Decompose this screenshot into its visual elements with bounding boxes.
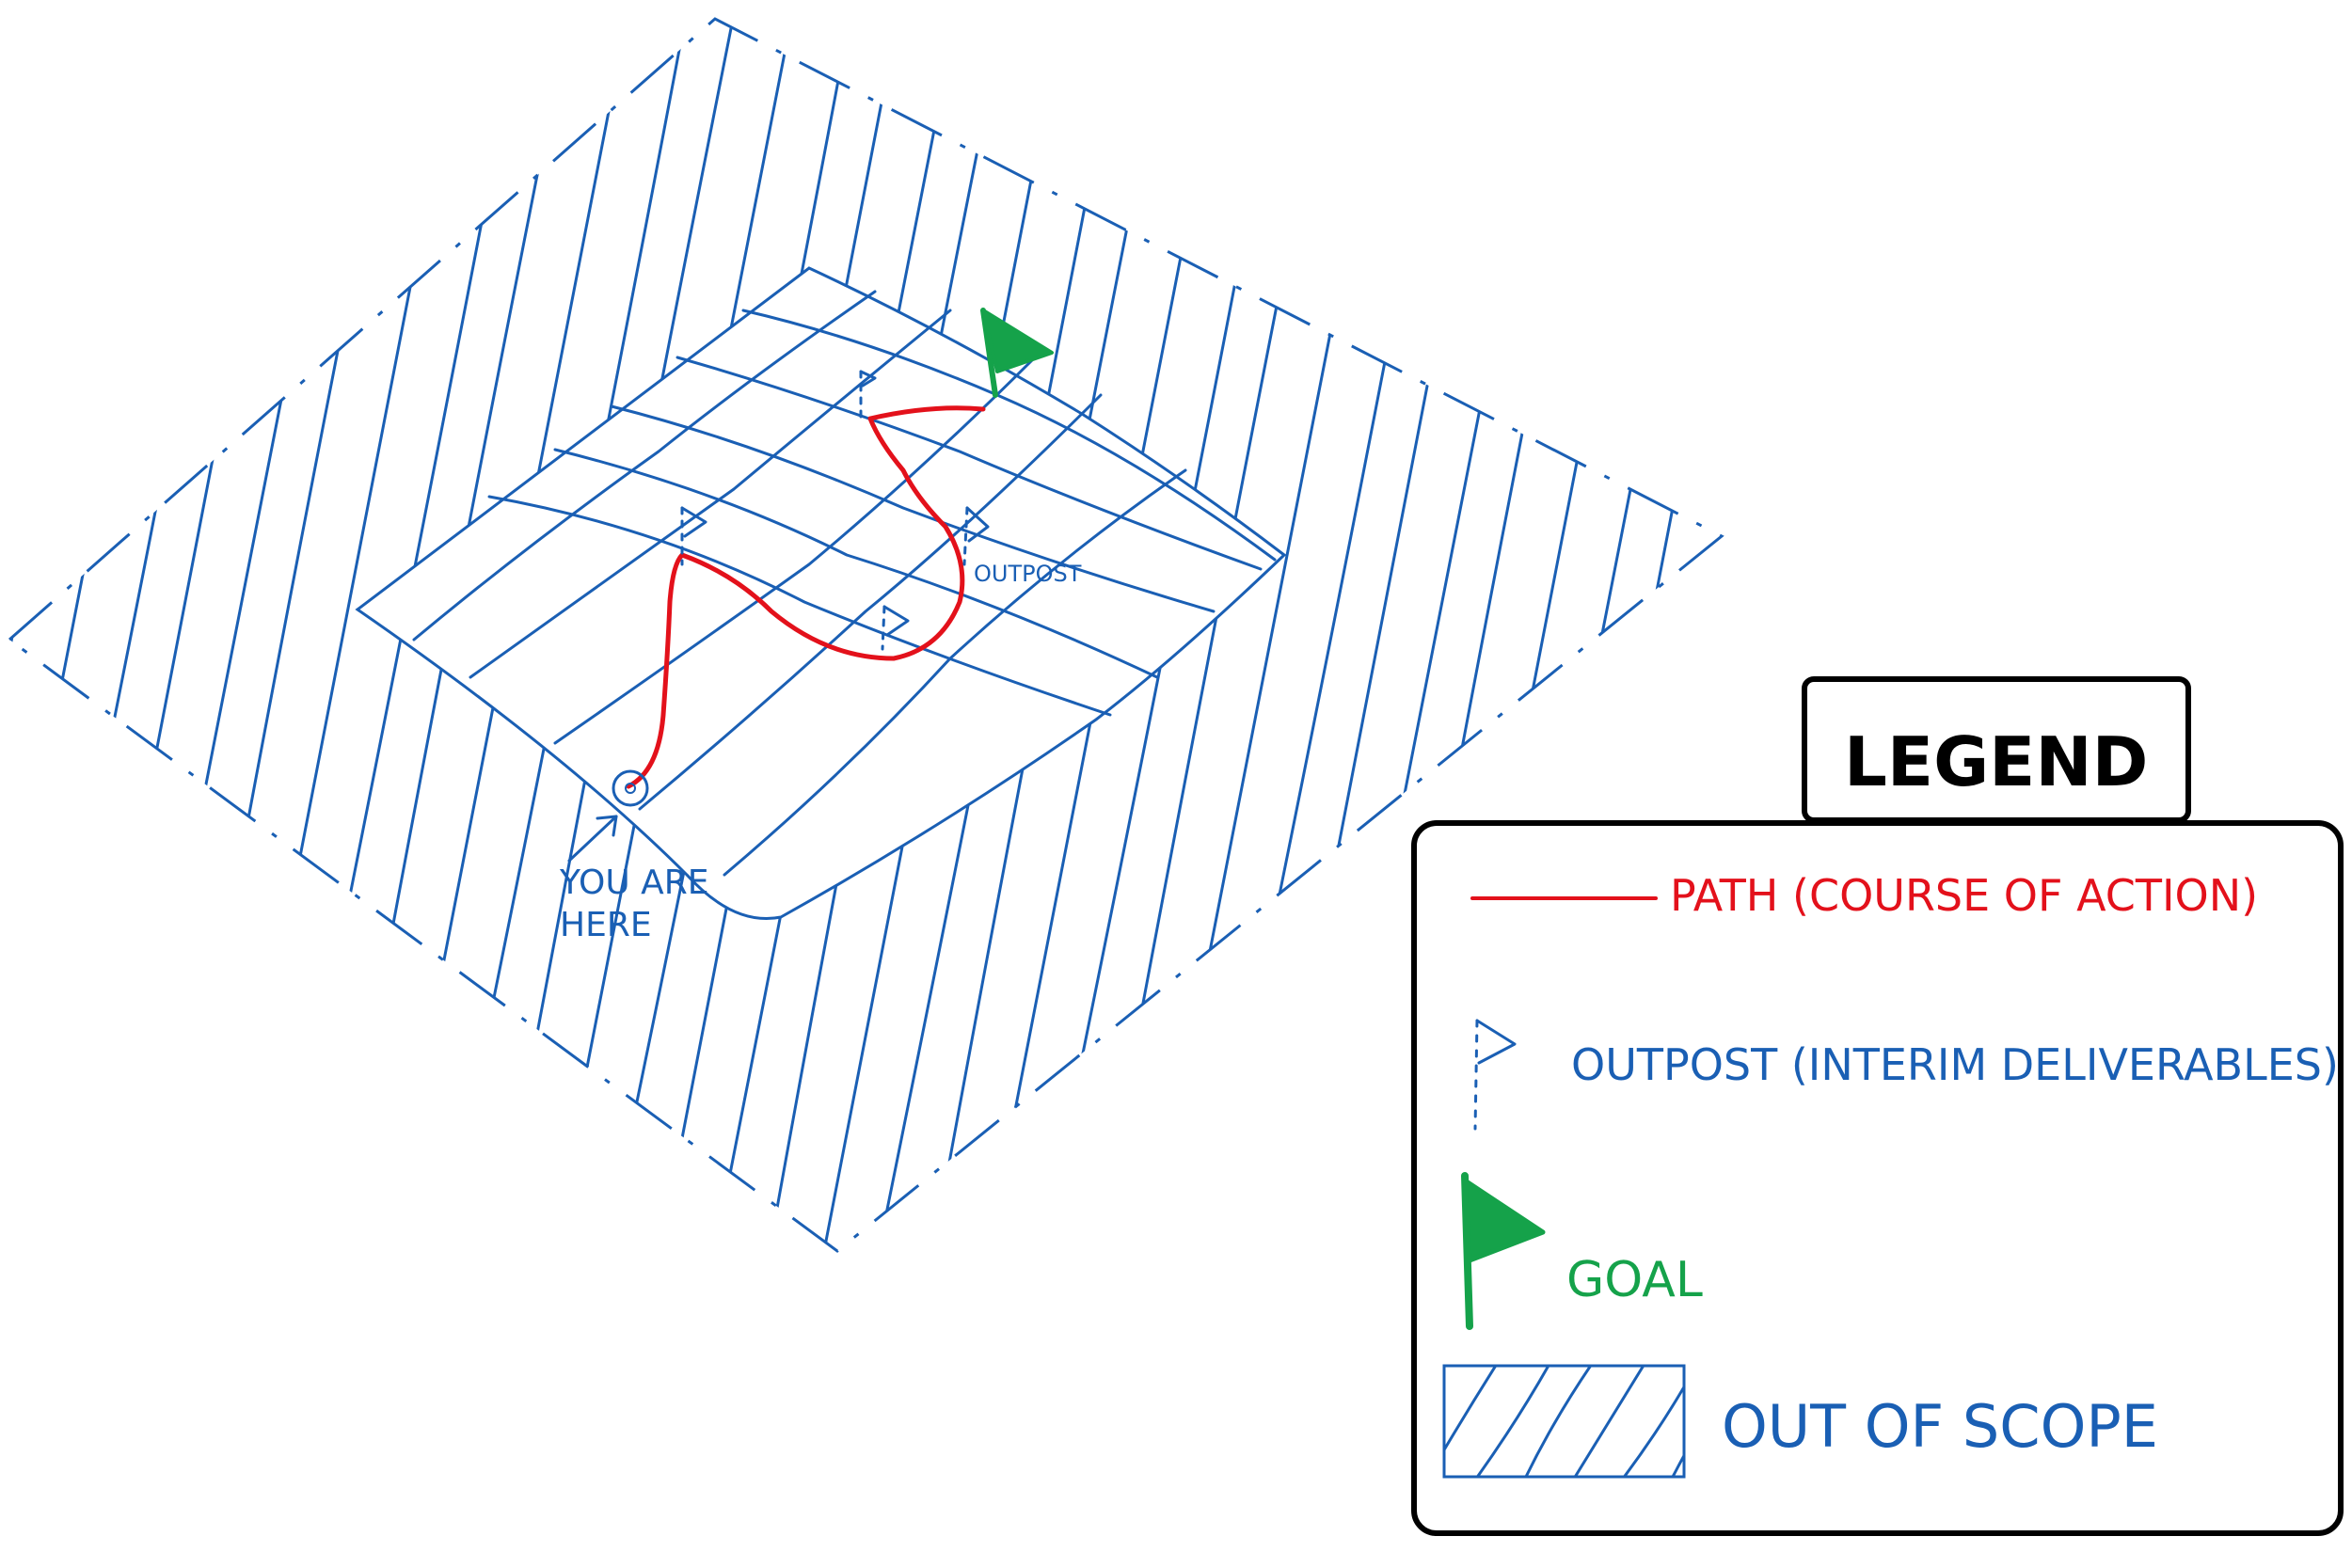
hatch-stroke: [9, 19, 90, 1251]
you-are-here-label-line1: YOU ARE: [559, 863, 709, 902]
hatch-stroke: [1475, 1366, 1550, 1477]
legend-title: LEGEND: [1844, 722, 2148, 801]
you-are-here-label-line2: HERE: [560, 906, 652, 944]
project-plane: [355, 266, 1287, 920]
hatch-stroke: [56, 19, 303, 1251]
outpost-swatch-icon: [1473, 1019, 1517, 1131]
hatch-stroke: [1444, 1366, 1498, 1453]
hatch-stroke: [111, 19, 361, 1251]
project-plane-grid: [412, 290, 1277, 877]
legend-item-outpost: OUTPOST (INTERIM DELIVERABLES): [1473, 1019, 2339, 1131]
out-of-scope-swatch-hatching: [1444, 1366, 1684, 1477]
legend-item-path: PATH (COURSE OF ACTION): [1470, 870, 2258, 921]
legend-goal-label: GOAL: [1566, 1252, 1703, 1308]
legend-out-of-scope-label: OUT OF SCOPE: [1722, 1392, 2158, 1461]
legend: LEGEND PATH (COURSE OF ACTION) OUTPOST (…: [1411, 676, 2344, 1536]
outpost-label: OUTPOST: [974, 561, 1082, 587]
hatch-stroke: [1622, 1384, 1684, 1477]
hatch-stroke: [1524, 1366, 1593, 1477]
legend-item-goal: GOAL: [1461, 1172, 1703, 1330]
hatch-stroke: [1671, 1452, 1684, 1477]
arrow-icon: [567, 815, 618, 863]
goal-flag-icon: [980, 308, 1054, 398]
hatch-stroke: [166, 19, 409, 1251]
hatch-stroke: [1573, 1366, 1645, 1477]
outpost-flag-icon: [881, 605, 910, 651]
legend-outpost-label: OUTPOST (INTERIM DELIVERABLES): [1571, 1039, 2339, 1090]
outpost-flag-icon: [859, 370, 877, 420]
legend-box: [1411, 820, 2344, 1536]
outpost-flag-icon: [962, 506, 990, 566]
start-dot-icon: [625, 783, 636, 794]
project-plane-surface: [355, 266, 1287, 920]
hatch-stroke: [9, 19, 32, 1251]
legend-item-out-of-scope: OUT OF SCOPE: [1442, 1364, 2158, 1479]
hatch-stroke: [9, 19, 255, 1251]
course-of-action-path: [626, 405, 986, 789]
outpost-flag-icon: [680, 506, 707, 566]
out-of-scope-swatch: [1442, 1364, 1686, 1479]
goal-swatch-icon: [1461, 1172, 1546, 1330]
legend-path-label: PATH (COURSE OF ACTION): [1670, 870, 2258, 921]
start-circle-icon: [612, 769, 649, 807]
hatch-stroke: [9, 19, 197, 1251]
you-are-here-marker: YOU ARE HERE: [559, 769, 709, 944]
